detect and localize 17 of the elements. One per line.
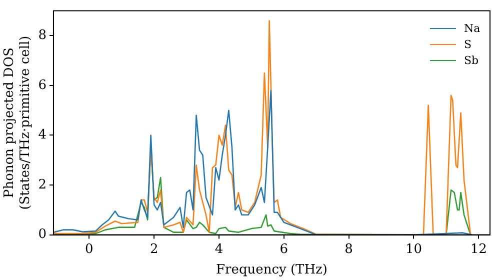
x-tick-label: 4 xyxy=(214,242,224,257)
legend-label: S xyxy=(464,38,472,52)
x-tick-label: 10 xyxy=(405,242,422,257)
x-tick-label: 12 xyxy=(470,242,487,257)
y-tick-label: 2 xyxy=(38,177,46,192)
y-tick-label: 6 xyxy=(38,78,46,93)
y-tick-label: 8 xyxy=(38,28,46,44)
x-tick-label: 6 xyxy=(280,242,288,257)
y-tick-label: 4 xyxy=(38,128,46,143)
legend-label: Na xyxy=(464,22,480,36)
x-axis-title: Frequency (THz) xyxy=(216,262,328,278)
y-tick-label: 0 xyxy=(38,227,46,242)
x-tick-label: 8 xyxy=(344,242,353,257)
y-axis-title: Phonon projected DOS (States/THz·primitive cell) xyxy=(2,36,33,210)
legend-label: Sb xyxy=(464,54,479,68)
x-tick-label: 0 xyxy=(85,242,94,257)
x-tick-label: 2 xyxy=(150,242,158,257)
